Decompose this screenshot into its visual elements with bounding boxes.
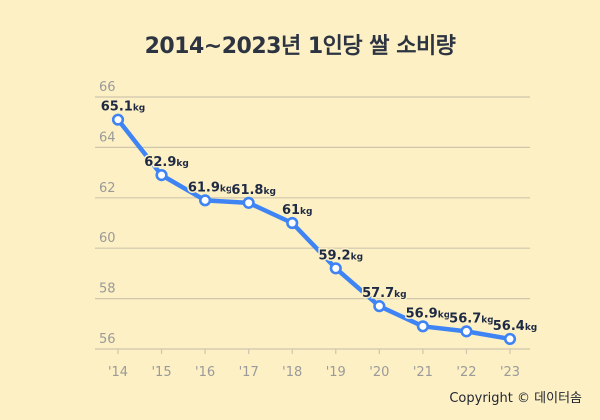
series-line (116, 118, 511, 342)
x-tick-label: '18 (282, 365, 302, 380)
data-points (111, 113, 517, 346)
data-point (329, 262, 342, 275)
y-tick-label: 62 (99, 181, 116, 196)
y-axis-ticks: 56 58 60 62 64 66 (99, 80, 116, 347)
x-tick-label: '16 (195, 365, 215, 380)
data-label: 57.7kg (362, 286, 407, 301)
data-label: 59.2kg (319, 248, 364, 263)
data-label: 56.4kg (493, 319, 538, 334)
y-tick-label: 58 (99, 282, 116, 297)
data-point (155, 169, 168, 182)
x-tick-label: '15 (151, 365, 171, 380)
x-tick-label: '20 (369, 365, 389, 380)
data-label: 61kg (282, 203, 313, 218)
grid-lines (95, 96, 530, 350)
copyright-text: Copyright © 데이터솜 (449, 391, 582, 406)
data-label: 65.1kg (101, 100, 146, 115)
x-tick-label: '21 (413, 365, 433, 380)
x-tick-label: '23 (500, 365, 520, 380)
x-tick-label: '14 (108, 365, 128, 380)
data-point (460, 325, 473, 338)
y-tick-label: 60 (99, 231, 116, 246)
x-tick-label: '22 (456, 365, 476, 380)
data-point (416, 320, 429, 333)
data-point (111, 113, 125, 126)
data-label: 56.7kg (449, 311, 494, 326)
data-labels: 65.1kg 62.9kg 61.9kg 61.8kg 61kg 59.2kg 57.7kg… (99, 98, 539, 335)
data-point (242, 196, 255, 209)
data-point (286, 216, 299, 230)
data-label: 62.9kg (144, 155, 189, 170)
data-label: 56.9kg (406, 306, 451, 321)
data-label: 61.8kg (231, 183, 276, 198)
data-point (199, 194, 212, 207)
data-label: 61.9kg (188, 180, 233, 195)
x-tick-label: '17 (239, 365, 259, 380)
y-tick-label: 56 (99, 332, 116, 347)
data-point (373, 300, 386, 313)
data-point (503, 332, 517, 346)
x-tick-label: '19 (326, 365, 346, 380)
x-axis-ticks: '14 '15 '16 '17 '18 '19 '20 '21 '22 '23 (108, 349, 520, 380)
y-tick-label: 64 (99, 130, 116, 145)
series-line-path (116, 118, 511, 342)
chart-title: 2014~2023년 1인당 쌀 소비량 (144, 34, 456, 59)
y-tick-label: 66 (99, 80, 116, 95)
